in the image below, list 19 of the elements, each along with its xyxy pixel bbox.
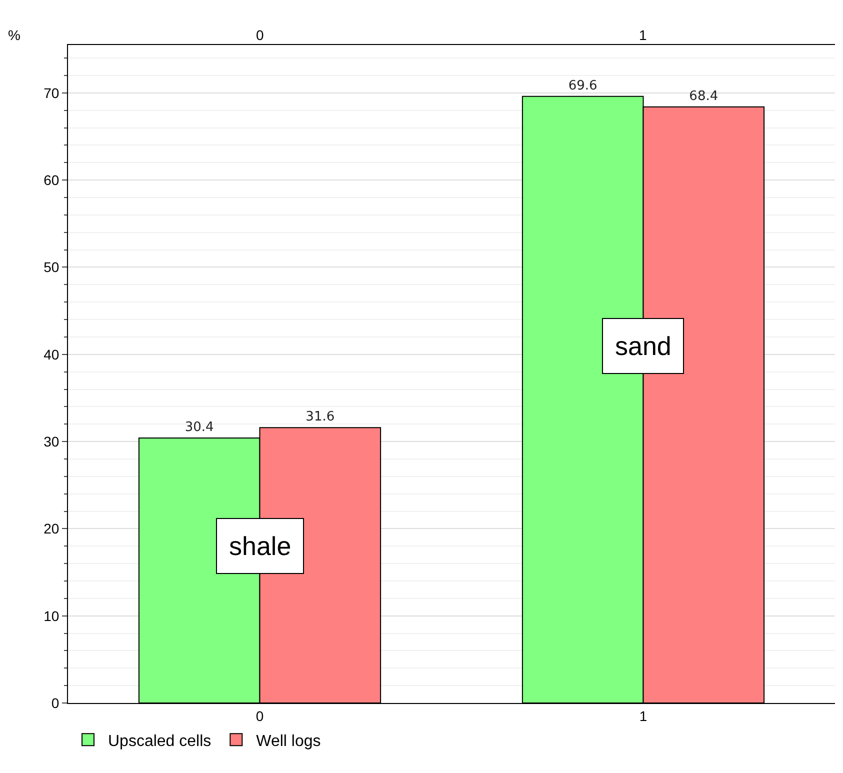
y-tick-label: 40 bbox=[44, 346, 60, 362]
category-label: 1 bbox=[639, 708, 648, 724]
annotation: shale bbox=[229, 531, 292, 561]
annotation: sand bbox=[615, 331, 672, 361]
y-tick-label: 30 bbox=[44, 433, 60, 450]
legend-label: Well logs bbox=[256, 732, 321, 750]
y-tick-label: 10 bbox=[44, 608, 60, 624]
category-label: 0 bbox=[256, 708, 264, 724]
y-tick-label: 50 bbox=[44, 259, 60, 276]
y-tick-label: 0 bbox=[51, 694, 60, 711]
data-label: 69.6 bbox=[568, 78, 598, 94]
y-tick-label: 70 bbox=[44, 84, 60, 101]
y-tick-label: 60 bbox=[44, 172, 60, 188]
legend-label: Upscaled cells bbox=[108, 732, 212, 750]
data-label: 30.4 bbox=[184, 420, 214, 436]
y-tick-label: 20 bbox=[44, 520, 60, 537]
data-label: 68.4 bbox=[689, 88, 718, 104]
data-label: 31.6 bbox=[306, 410, 335, 425]
y-axis-title: % bbox=[8, 27, 20, 43]
